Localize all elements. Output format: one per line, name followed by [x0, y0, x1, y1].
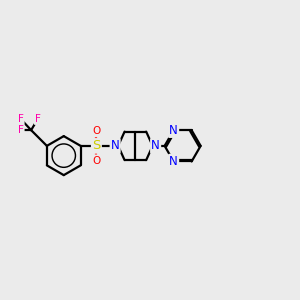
Text: O: O: [92, 126, 101, 136]
Text: N: N: [169, 124, 178, 137]
Text: N: N: [169, 155, 178, 168]
Text: F: F: [35, 114, 41, 124]
Text: F: F: [18, 114, 24, 124]
Text: S: S: [92, 140, 100, 152]
Text: N: N: [151, 140, 160, 152]
Text: N: N: [111, 140, 119, 152]
Text: O: O: [92, 155, 101, 166]
Text: F: F: [18, 125, 24, 135]
